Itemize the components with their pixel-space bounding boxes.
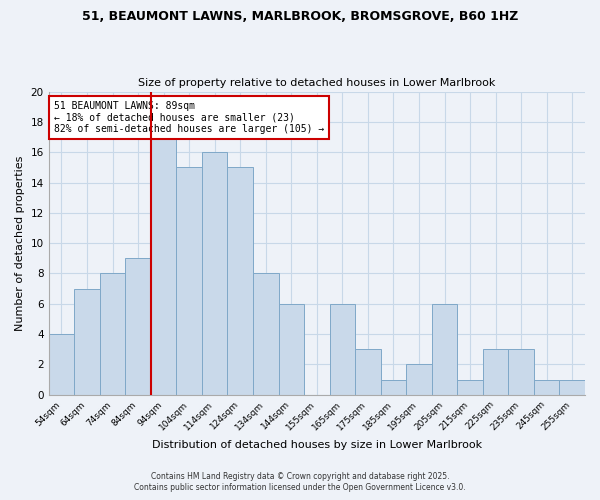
Bar [227, 168, 253, 394]
Bar [380, 380, 406, 394]
Bar [176, 168, 202, 394]
Bar [151, 137, 176, 394]
Bar [125, 258, 151, 394]
Bar [74, 288, 100, 395]
Bar [406, 364, 432, 394]
Bar [329, 304, 355, 394]
Bar [49, 334, 74, 394]
Bar [278, 304, 304, 394]
Text: 51, BEAUMONT LAWNS, MARLBROOK, BROMSGROVE, B60 1HZ: 51, BEAUMONT LAWNS, MARLBROOK, BROMSGROV… [82, 10, 518, 23]
Bar [534, 380, 559, 394]
Bar [253, 274, 278, 394]
Bar [559, 380, 585, 394]
Bar [508, 349, 534, 395]
Y-axis label: Number of detached properties: Number of detached properties [15, 156, 25, 331]
Text: Contains HM Land Registry data © Crown copyright and database right 2025.
Contai: Contains HM Land Registry data © Crown c… [134, 472, 466, 492]
Bar [432, 304, 457, 394]
Bar [100, 274, 125, 394]
Bar [355, 349, 380, 395]
Text: 51 BEAUMONT LAWNS: 89sqm
← 18% of detached houses are smaller (23)
82% of semi-d: 51 BEAUMONT LAWNS: 89sqm ← 18% of detach… [54, 100, 324, 134]
Title: Size of property relative to detached houses in Lower Marlbrook: Size of property relative to detached ho… [138, 78, 496, 88]
Bar [457, 380, 483, 394]
X-axis label: Distribution of detached houses by size in Lower Marlbrook: Distribution of detached houses by size … [152, 440, 482, 450]
Bar [202, 152, 227, 394]
Bar [483, 349, 508, 395]
